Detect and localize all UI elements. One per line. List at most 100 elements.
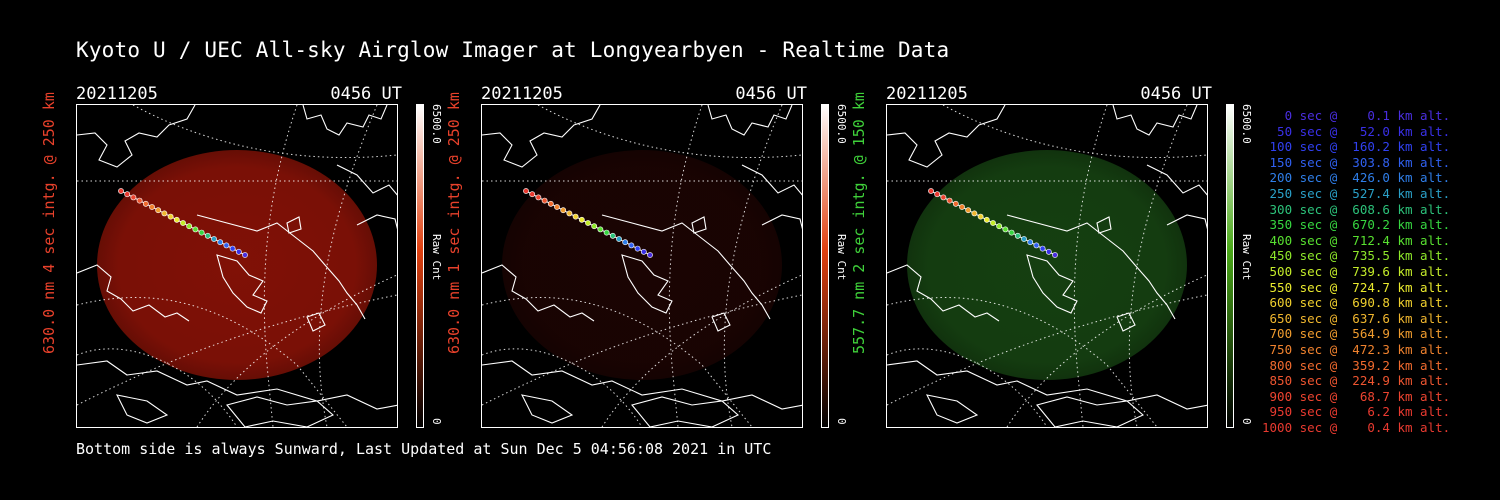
- trajectory-point: [1014, 232, 1021, 239]
- trajectory-point: [541, 197, 548, 204]
- panel-side-label: 630.0 nm 1 sec intg. @ 250 km: [445, 92, 463, 354]
- legend-row: 250 sec @ 527.4 km alt.: [1262, 185, 1451, 201]
- footer-note: Bottom side is always Sunward, Last Upda…: [76, 440, 772, 458]
- trajectory-point: [934, 191, 941, 198]
- trajectory-point: [647, 252, 653, 258]
- trajectory-point: [1021, 236, 1027, 242]
- allsky-disk: [907, 150, 1187, 380]
- legend-row: 750 sec @ 472.3 km alt.: [1262, 341, 1451, 357]
- trajectory-point: [130, 194, 137, 201]
- colorbar: [416, 104, 424, 428]
- colorbar-unit: Raw Cnt: [1240, 234, 1253, 281]
- panel-date: 20211205: [76, 84, 158, 104]
- legend-row: 50 sec @ 52.0 km alt.: [1262, 123, 1451, 139]
- allsky-map-svg: [482, 105, 802, 427]
- legend-row: 300 sec @ 608.6 km alt.: [1262, 201, 1451, 217]
- image-panel-630-1sec: 20211205 0456 UT 630.0 nm 1 sec intg. @ …: [445, 84, 871, 434]
- trajectory-point: [1039, 245, 1046, 252]
- trajectory-point: [155, 207, 162, 214]
- trajectory-point: [1045, 248, 1052, 255]
- colorbar: [821, 104, 829, 428]
- trajectory-point: [591, 223, 598, 230]
- trajectory-point: [640, 248, 647, 255]
- colorbar-unit: Raw Cnt: [430, 234, 443, 281]
- legend-row: 1000 sec @ 0.4 km alt.: [1262, 419, 1451, 435]
- panel-date: 20211205: [886, 84, 968, 104]
- legend-row: 800 sec @ 359.2 km alt.: [1262, 357, 1451, 373]
- coastlines: [482, 105, 802, 427]
- legend-row: 850 sec @ 224.9 km alt.: [1262, 373, 1451, 389]
- coastlines: [77, 105, 397, 427]
- trajectory-point: [523, 188, 529, 194]
- trajectory-point: [597, 226, 604, 233]
- trajectory-point: [572, 213, 579, 220]
- colorbar-min: 0: [1240, 418, 1253, 425]
- colorbar-unit: Raw Cnt: [835, 234, 848, 281]
- trajectory-point: [983, 216, 990, 223]
- allsky-map-svg: [887, 105, 1207, 427]
- trajectory-point: [940, 194, 947, 201]
- colorbar-max: 6500.0: [835, 104, 848, 144]
- trajectory-point: [124, 191, 131, 198]
- trajectory-point: [149, 204, 155, 210]
- legend-row: 350 sec @ 670.2 km alt.: [1262, 217, 1451, 233]
- trajectory-point: [180, 220, 186, 226]
- legend-row: 200 sec @ 426.0 km alt.: [1262, 170, 1451, 186]
- legend-row: 550 sec @ 724.7 km alt.: [1262, 279, 1451, 295]
- coastlines: [887, 105, 1207, 427]
- trajectory-point: [560, 207, 567, 214]
- trajectory-point: [634, 245, 641, 252]
- panel-date: 20211205: [481, 84, 563, 104]
- trajectory-point: [1008, 229, 1015, 236]
- map-grid: [482, 105, 802, 427]
- trajectory-point: [229, 245, 236, 252]
- trajectory-point: [136, 197, 143, 204]
- trajectory-point: [946, 197, 953, 204]
- allsky-disk: [502, 150, 782, 380]
- legend-row: 900 sec @ 68.7 km alt.: [1262, 388, 1451, 404]
- allsky-map-svg: [77, 105, 397, 427]
- legend-row: 450 sec @ 735.5 km alt.: [1262, 248, 1451, 264]
- trajectory-point: [603, 229, 610, 236]
- trajectory-point: [566, 210, 573, 217]
- trajectory-point: [192, 226, 199, 233]
- trajectory-point: [142, 200, 149, 207]
- trajectory-legend: 0 sec @ 0.1 km alt. 50 sec @ 52.0 km alt…: [1262, 108, 1451, 435]
- trajectory-point: [585, 220, 591, 226]
- trajectory-point: [223, 242, 230, 249]
- allsky-disk: [97, 150, 377, 380]
- legend-row: 650 sec @ 637.6 km alt.: [1262, 310, 1451, 326]
- trajectory-point: [118, 188, 124, 194]
- trajectory-point: [186, 223, 193, 230]
- trajectory-point: [959, 204, 965, 210]
- trajectory-point: [173, 216, 180, 223]
- trajectory-point: [217, 239, 224, 246]
- allsky-map: [481, 104, 803, 428]
- panel-time: 0456 UT: [735, 84, 807, 104]
- colorbar-min: 0: [430, 418, 443, 425]
- trajectory-point: [211, 236, 217, 242]
- trajectory-point: [547, 200, 554, 207]
- image-panel-557-2sec: 20211205 0456 UT 557.7 nm 2 sec intg. @ …: [850, 84, 1276, 434]
- trajectory-point: [554, 204, 560, 210]
- trajectory-point: [971, 210, 978, 217]
- map-grid: [887, 105, 1207, 427]
- satellite-trajectory: [928, 188, 1058, 258]
- trajectory-point: [609, 232, 616, 239]
- legend-row: 700 sec @ 564.9 km alt.: [1262, 326, 1451, 342]
- colorbar: [1226, 104, 1234, 428]
- trajectory-point: [167, 213, 174, 220]
- trajectory-point: [952, 200, 959, 207]
- page-title: Kyoto U / UEC All-sky Airglow Imager at …: [76, 38, 950, 62]
- satellite-trajectory: [118, 188, 248, 258]
- colorbar-max: 6500.0: [1240, 104, 1253, 144]
- trajectory-point: [996, 223, 1003, 230]
- panel-time: 0456 UT: [1140, 84, 1212, 104]
- legend-row: 0 sec @ 0.1 km alt.: [1262, 108, 1451, 123]
- trajectory-point: [1002, 226, 1009, 233]
- image-panel-630-4sec: 20211205 0456 UT 630.0 nm 4 sec intg. @ …: [40, 84, 466, 434]
- legend-row: 100 sec @ 160.2 km alt.: [1262, 139, 1451, 155]
- allsky-map: [886, 104, 1208, 428]
- legend-row: 950 sec @ 6.2 km alt.: [1262, 404, 1451, 420]
- trajectory-point: [529, 191, 536, 198]
